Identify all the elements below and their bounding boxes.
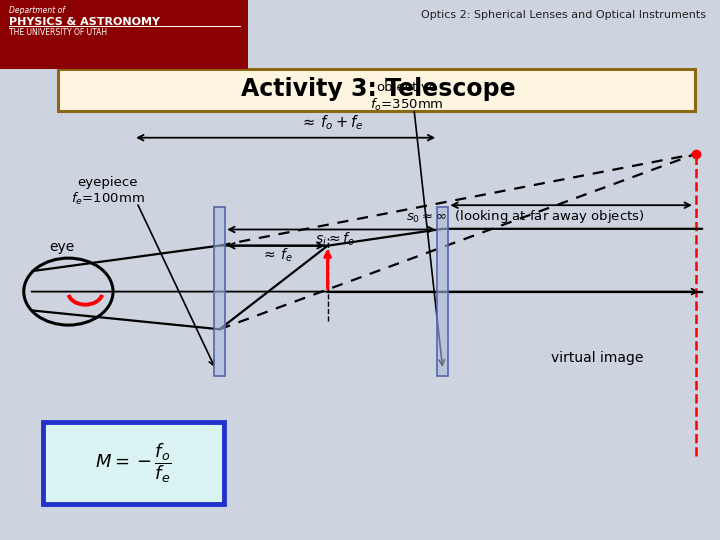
Text: virtual image: virtual image [552,351,644,365]
FancyBboxPatch shape [215,207,225,376]
Text: $s_0 \approx \infty\;$ (looking at far away objects): $s_0 \approx \infty\;$ (looking at far a… [406,208,645,225]
Text: $\approx\, f_o + f_e$: $\approx\, f_o + f_e$ [300,113,363,132]
Text: $\approx\, f_e$: $\approx\, f_e$ [261,247,293,264]
FancyBboxPatch shape [58,69,695,111]
Text: objective
$f_o$=350mm: objective $f_o$=350mm [370,82,444,113]
Text: THE UNIVERSITY OF UTAH: THE UNIVERSITY OF UTAH [9,28,107,37]
FancyBboxPatch shape [438,207,448,376]
Text: eyepiece
$f_e$=100mm: eyepiece $f_e$=100mm [71,176,145,207]
Text: $M = -\dfrac{f_o}{f_e}$: $M = -\dfrac{f_o}{f_e}$ [95,441,171,484]
Text: Department of: Department of [9,6,65,16]
Text: Activity 3: Telescope: Activity 3: Telescope [240,77,516,100]
Text: Optics 2: Spherical Lenses and Optical Instruments: Optics 2: Spherical Lenses and Optical I… [420,10,706,20]
FancyBboxPatch shape [43,422,224,504]
Text: PHYSICS & ASTRONOMY: PHYSICS & ASTRONOMY [9,17,160,28]
Bar [0,0,248,69]
Text: $s_i \approx f_o$: $s_i \approx f_o$ [315,231,355,248]
Text: eye: eye [49,240,75,254]
